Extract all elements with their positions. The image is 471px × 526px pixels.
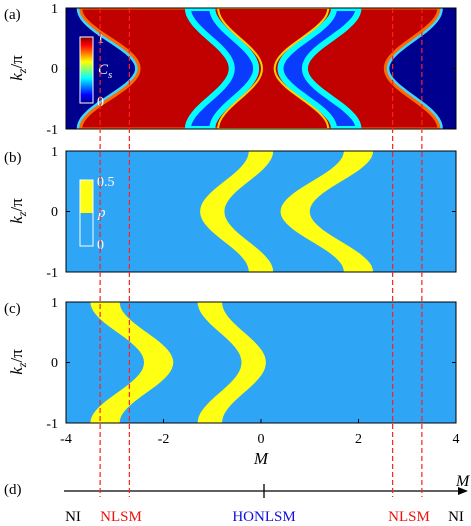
phase-label-nlsm-left: NLSM xyxy=(100,509,142,525)
y-tick-label: 1 xyxy=(51,2,58,17)
y-tick-label: 0 xyxy=(51,356,58,371)
panel-b: (b) kz/π 1 0 -1 0.5 0 p xyxy=(4,145,457,281)
p-map-c xyxy=(66,302,456,423)
x-tick-label: -2 xyxy=(158,432,170,447)
x-tick-label: 0 xyxy=(258,432,265,447)
y-axis-label-a: kz/π xyxy=(7,55,29,81)
cs-heatmap xyxy=(66,8,456,129)
yellow-bands-c xyxy=(90,302,266,423)
phase-boundary-lines xyxy=(99,8,423,497)
x-ticks-c xyxy=(65,419,457,423)
colorbar-min-label: 0 xyxy=(97,238,104,253)
yellow-band xyxy=(280,151,374,272)
panel-label-d: (d) xyxy=(4,482,22,498)
yellow-bands-b xyxy=(200,151,374,272)
colorbar-max-label: 1 xyxy=(97,32,104,47)
cs-channel xyxy=(277,8,362,129)
colorbar-p xyxy=(79,179,94,247)
colorbar-symbol-cs: Cs xyxy=(98,62,112,81)
panel-c: (c) kz/π 1 0 -1 -4 -2 0 2 4 M xyxy=(4,296,460,468)
panel-d: (d) M NI NLSM HONLSM NLSM NI xyxy=(4,473,471,525)
y-ticks-a xyxy=(66,7,456,130)
panel-label-a: (a) xyxy=(4,7,21,23)
phase-label-ni-right: NI xyxy=(448,509,464,525)
phase-label-honlsm: HONLSM xyxy=(232,509,295,525)
y-ticks-b xyxy=(66,150,456,273)
y-tick-label: -1 xyxy=(46,417,58,432)
x-tick-label: -4 xyxy=(60,432,72,447)
colorbar-symbol-p: p xyxy=(97,205,106,221)
y-tick-label: 1 xyxy=(51,296,58,311)
y-tick-label: 0 xyxy=(51,62,58,77)
yellow-band xyxy=(200,151,274,272)
y-tick-label: -1 xyxy=(46,266,58,281)
yellow-band xyxy=(197,302,266,423)
y-axis-label-c: kz/π xyxy=(7,349,29,375)
colorbar-max-label: 0.5 xyxy=(97,175,115,190)
panel-label-c: (c) xyxy=(4,301,21,317)
y-tick-label: 0 xyxy=(51,205,58,220)
phase-label-nlsm-right: NLSM xyxy=(388,509,430,525)
panel-label-b: (b) xyxy=(4,150,22,166)
yellow-band xyxy=(90,302,174,423)
cs-filled-region xyxy=(79,8,441,129)
x-tick-label: 4 xyxy=(453,432,460,447)
cs-inner-strip xyxy=(217,8,330,129)
phase-axis-arrowhead xyxy=(458,487,468,495)
colorbar-cs xyxy=(79,36,94,104)
panel-a: (a) kz/π 1 0 -1 1 0 Cs xyxy=(4,2,457,138)
y-ticks-c xyxy=(66,301,456,424)
y-tick-label: -1 xyxy=(46,123,58,138)
p-map-b xyxy=(66,151,456,272)
x-axis-label: M xyxy=(253,449,269,468)
y-axis-label-b: kz/π xyxy=(7,198,29,224)
colorbar-min-label: 0 xyxy=(97,95,104,110)
phase-label-ni-left: NI xyxy=(65,509,81,525)
x-tick-label: 2 xyxy=(355,432,362,447)
y-tick-label: 1 xyxy=(51,145,58,160)
cs-channel xyxy=(184,8,260,129)
cs-bands xyxy=(76,8,443,129)
phase-axis-label: M xyxy=(455,473,471,490)
